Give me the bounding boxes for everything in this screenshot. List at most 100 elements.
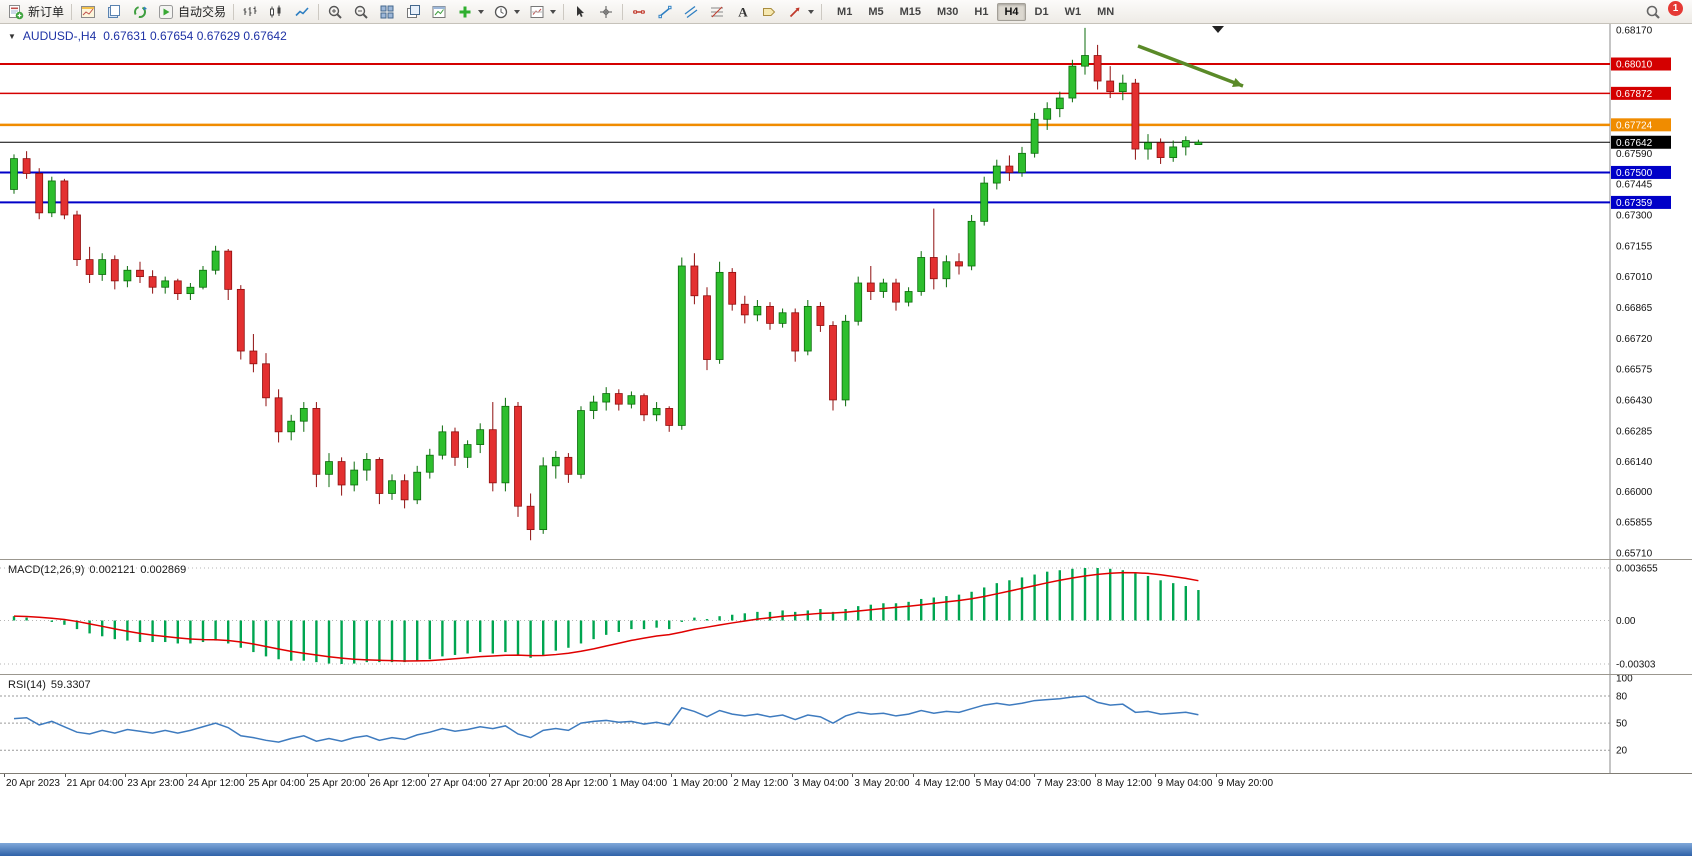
rsi-canvas[interactable]: 100 80 50 20 xyxy=(0,675,1692,773)
separator xyxy=(233,3,235,20)
channel-button[interactable] xyxy=(678,2,704,22)
collapse-triangle-icon[interactable]: ▼ xyxy=(8,31,16,41)
candle-body xyxy=(362,459,371,471)
periods-button[interactable] xyxy=(488,2,524,22)
tile-windows-button[interactable] xyxy=(374,2,400,22)
channel-icon xyxy=(682,3,700,21)
timeframe-mn-button[interactable]: MN xyxy=(1097,5,1115,18)
timeframe-h4-button[interactable]: H4 xyxy=(997,2,1026,21)
candle-body xyxy=(224,250,233,290)
macd-axis-label: 0.003655 xyxy=(1616,564,1658,575)
trendline-button[interactable] xyxy=(652,2,678,22)
time-label: 28 Apr 12:00 xyxy=(551,778,609,789)
chart-shift-marker[interactable] xyxy=(1212,26,1224,33)
macd-main-value: 0.002121 xyxy=(89,564,136,576)
main-chart-canvas[interactable]: 0.68170 0.67590 0.67445 0.67300 0.67155 0.670… xyxy=(0,24,1692,559)
chart-window-button[interactable] xyxy=(75,2,101,22)
candle-body xyxy=(1055,97,1064,110)
time-label: 8 May 12:00 xyxy=(1096,778,1152,789)
candle-body xyxy=(892,282,900,303)
candle-body xyxy=(539,465,548,531)
price-axis-label: 0.67590 xyxy=(1616,149,1653,160)
search-icon xyxy=(1644,3,1662,21)
candle-body xyxy=(35,173,44,214)
time-tick xyxy=(488,774,490,777)
candle-body xyxy=(766,305,774,324)
timeframe-h1-button[interactable]: H1 xyxy=(974,5,989,18)
ohlc-values: 0.67631 0.67654 0.67629 0.67642 xyxy=(103,29,287,43)
new-order-icon xyxy=(7,3,25,21)
time-label: 23 Apr 23:00 xyxy=(127,778,184,789)
refresh-button[interactable] xyxy=(127,2,153,22)
time-tick xyxy=(1034,774,1036,777)
candle-body xyxy=(778,312,787,324)
zoom-in-button[interactable] xyxy=(322,2,348,22)
candle-body xyxy=(589,401,598,411)
add-indicator-button[interactable] xyxy=(452,2,488,22)
symbol-period-label: AUDUSD-,H4 xyxy=(22,29,97,43)
timeframe-m30-button[interactable]: M30 xyxy=(937,5,959,18)
price-axis-label: 0.67155 xyxy=(1616,241,1653,252)
timeframe-m5-button[interactable]: M5 xyxy=(868,5,884,18)
tile-windows-icon xyxy=(378,3,396,21)
candle-body xyxy=(1181,140,1190,148)
separator xyxy=(563,3,565,20)
candle-body xyxy=(917,257,926,292)
label-tool-button[interactable] xyxy=(756,2,782,22)
time-label: 3 May 04:00 xyxy=(793,778,849,789)
rsi-panel: 100 80 50 20 RSI(14) 59.3307 xyxy=(0,674,1692,773)
zoom-out-button[interactable] xyxy=(348,2,374,22)
time-tick xyxy=(246,774,248,777)
candle-body xyxy=(325,461,333,475)
text-tool-button[interactable]: A xyxy=(730,2,756,22)
time-axis[interactable]: 20 Apr 2023 21 Apr 04:00 23 Apr 23:00 24 Ap… xyxy=(0,773,1692,792)
price-axis-label: 0.68170 xyxy=(1616,26,1653,37)
candle-body xyxy=(199,269,207,288)
autotrading-button[interactable]: 自动交易 xyxy=(153,2,230,22)
search-button[interactable] xyxy=(1640,2,1666,22)
time-label: 24 Apr 12:00 xyxy=(187,778,245,789)
candle-body xyxy=(249,350,258,365)
candle-body xyxy=(262,363,270,399)
crosshair-button[interactable] xyxy=(593,2,619,22)
new-window-button[interactable] xyxy=(400,2,426,22)
candle-body xyxy=(1043,108,1052,120)
candle-body xyxy=(677,265,686,426)
timeframe-m15-button[interactable]: M15 xyxy=(899,5,921,18)
price-axis[interactable]: 0.68170 0.67590 0.67445 0.67300 0.67155 0.670… xyxy=(1616,26,1653,560)
rsi-axis-label: 100 xyxy=(1616,675,1633,685)
fibonacci-button[interactable] xyxy=(704,2,730,22)
main-chart-panel: 0.68170 0.67590 0.67445 0.67300 0.67155 0.670… xyxy=(0,24,1692,559)
price-badge xyxy=(1611,86,1671,100)
timeframe-d1-button[interactable]: D1 xyxy=(1034,5,1049,18)
trend-arrow-annotation[interactable] xyxy=(1137,44,1244,88)
price-level-lines[interactable] xyxy=(0,63,1610,204)
notification-badge[interactable]: 1 xyxy=(1668,1,1683,16)
chart-settings-button[interactable] xyxy=(524,2,560,22)
profiles-button[interactable] xyxy=(101,2,127,22)
dropdown-arrow-icon xyxy=(514,9,521,14)
timeframe-w1-button[interactable]: W1 xyxy=(1064,5,1082,18)
timeframe-m1-button[interactable]: M1 xyxy=(837,5,853,18)
candlestick-chart-button[interactable] xyxy=(263,2,289,22)
new-order-button[interactable]: 新订单 xyxy=(3,2,68,22)
cursor-button[interactable] xyxy=(567,2,593,22)
candle-body xyxy=(110,259,119,282)
cascade-window-button[interactable] xyxy=(426,2,452,22)
time-tick xyxy=(125,774,127,777)
macd-axis-label: 0.00 xyxy=(1616,616,1636,627)
candle-body xyxy=(98,259,107,275)
bottom-bar xyxy=(0,843,1692,856)
arrow-tool-button[interactable] xyxy=(782,2,818,22)
chart-window-icon xyxy=(79,3,97,21)
macd-canvas[interactable]: 0.003655 0.00 -0.00303 xyxy=(0,560,1692,674)
horizontal-line-button[interactable] xyxy=(626,2,652,22)
candle-body xyxy=(703,295,711,360)
candle-body xyxy=(488,429,497,484)
candle-body xyxy=(740,303,749,316)
bar-chart-button[interactable] xyxy=(237,2,263,22)
line-chart-button[interactable] xyxy=(289,2,315,22)
time-tick xyxy=(1155,774,1157,777)
macd-name: MACD(12,26,9) xyxy=(8,564,85,576)
price-axis-label: 0.65710 xyxy=(1616,549,1653,560)
